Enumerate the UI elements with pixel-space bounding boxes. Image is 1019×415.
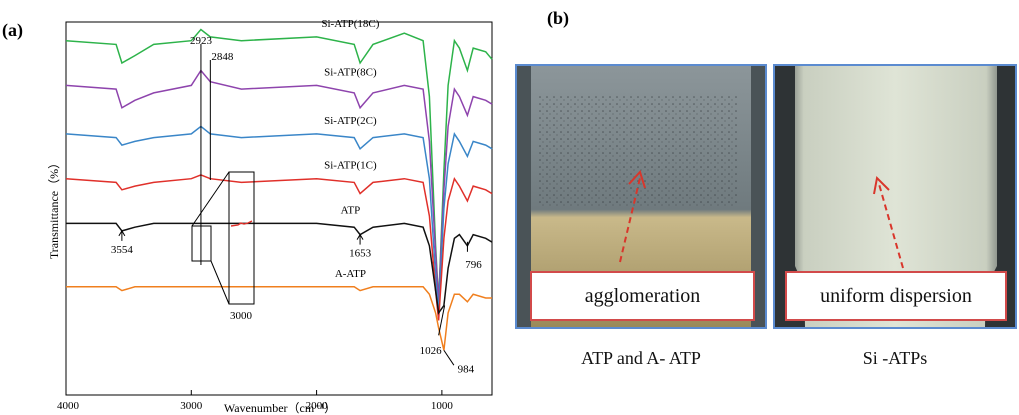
series-label: A-ATP <box>335 268 366 280</box>
annotation-arrow <box>118 229 126 237</box>
zoom-connector-top <box>191 171 230 227</box>
peak-label-3554: 3554 <box>111 244 134 256</box>
peak-label-3000: 3000 <box>230 310 253 322</box>
series-label: Si-ATP(8C) <box>324 66 377 78</box>
annotation-arrow <box>356 233 364 240</box>
x-tick-label: 1000 <box>431 400 454 412</box>
x-axis-label: Wavenumber（cm⁻¹） <box>224 401 336 415</box>
series-line-si-atp-2c <box>65 125 493 313</box>
peak-label-984: 984 <box>458 364 475 376</box>
peak-label-2848: 2848 <box>211 51 234 63</box>
ftir-chart: 4000 3000 2000 1000 Si-ATP(18C) Si-ATP(8C) Si… <box>47 18 493 415</box>
zoom-box-large <box>228 171 255 305</box>
annotation-leader <box>443 349 455 366</box>
x-tick-label: 4000 <box>57 400 80 412</box>
photo-uniform-dispersion: uniform dispersion <box>773 64 1017 329</box>
peak-label-1026: 1026 <box>420 345 443 357</box>
peak-label-2923: 2923 <box>190 35 213 47</box>
zoom-connector-bottom <box>210 260 230 305</box>
zoom-inset-red-trace <box>230 220 253 227</box>
series-line-si-atp-8c <box>65 69 493 302</box>
series-line-atp <box>66 222 493 315</box>
plot-frame <box>65 21 493 396</box>
y-axis-label: Transmittance（%） <box>47 157 61 259</box>
caption-left: ATP and A- ATP <box>581 348 701 368</box>
panel-b-label: (b) <box>547 8 569 28</box>
series-label: Si-ATP(2C) <box>324 115 377 127</box>
peak-label-796: 796 <box>465 259 482 271</box>
photo-agglomeration: agglomeration <box>515 64 767 329</box>
series-line-si-atp-1c <box>65 174 493 321</box>
caption-right: Si -ATPs <box>862 348 928 368</box>
series-line-a-atp <box>66 286 492 351</box>
callout-agglomeration: agglomeration <box>530 271 755 321</box>
arrow-right <box>873 175 904 269</box>
annotation-leader <box>438 305 446 336</box>
peak-label-1653: 1653 <box>349 248 372 260</box>
series-label: Si-ATP(18C) <box>321 18 379 30</box>
panel-a-label: (a) <box>2 20 23 40</box>
zoom-box-small <box>191 225 212 262</box>
x-tick-label: 2000 <box>306 400 329 412</box>
callout-uniform-dispersion: uniform dispersion <box>785 271 1007 321</box>
arrow-left <box>619 170 646 263</box>
series-label: Si-ATP(1C) <box>324 160 377 172</box>
series-line-si-atp-18c <box>65 28 493 302</box>
series-label: ATP <box>341 204 361 216</box>
x-tick-label: 3000 <box>180 400 203 412</box>
